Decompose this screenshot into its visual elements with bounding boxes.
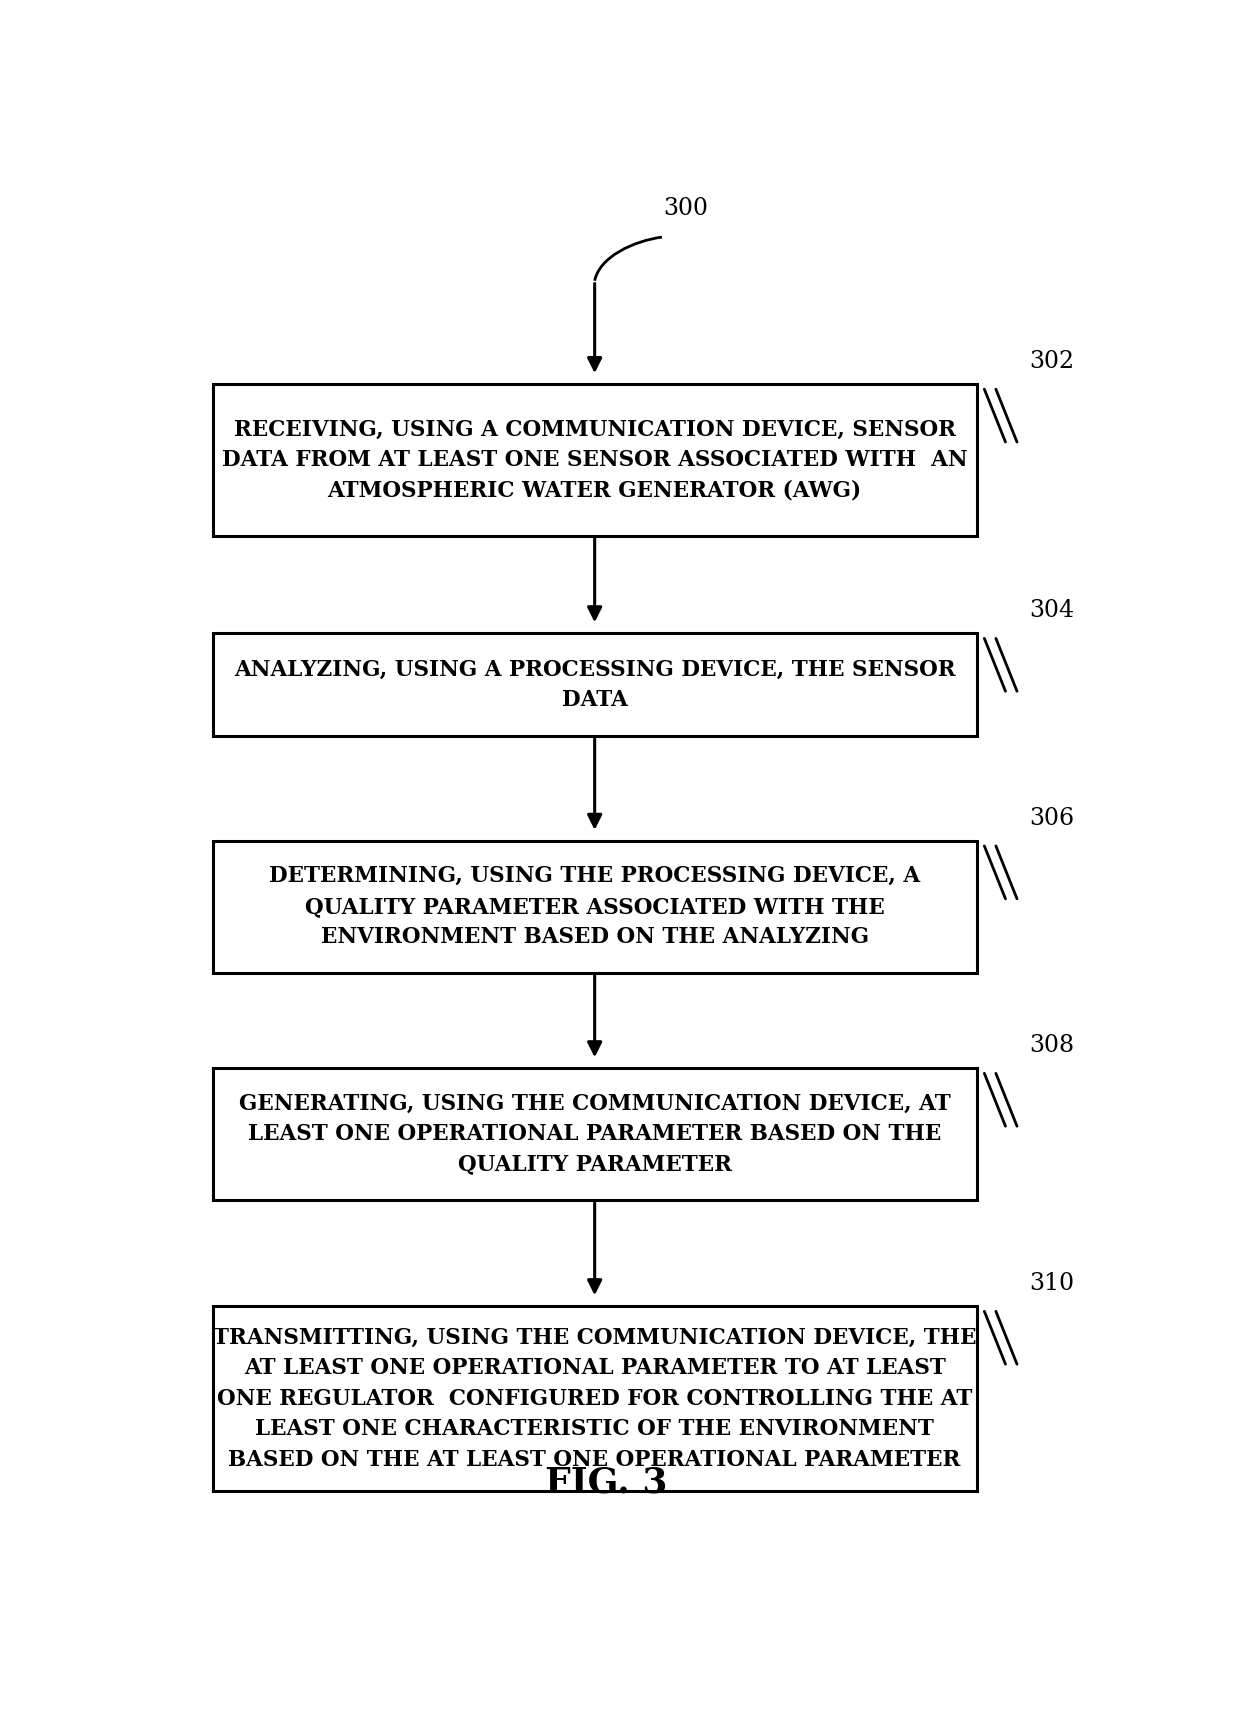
Text: GENERATING, USING THE COMMUNICATION DEVICE, AT
LEAST ONE OPERATIONAL PARAMETER B: GENERATING, USING THE COMMUNICATION DEVI… [239, 1092, 951, 1176]
Text: ANALYZING, USING A PROCESSING DEVICE, THE SENSOR
DATA: ANALYZING, USING A PROCESSING DEVICE, TH… [234, 658, 956, 711]
Text: 304: 304 [1029, 599, 1075, 623]
Text: 310: 310 [1029, 1272, 1075, 1295]
Text: RECEIVING, USING A COMMUNICATION DEVICE, SENSOR
DATA FROM AT LEAST ONE SENSOR AS: RECEIVING, USING A COMMUNICATION DEVICE,… [222, 419, 967, 501]
Text: 300: 300 [663, 196, 708, 220]
Text: TRANSMITTING, USING THE COMMUNICATION DEVICE, THE
AT LEAST ONE OPERATIONAL PARAM: TRANSMITTING, USING THE COMMUNICATION DE… [213, 1327, 976, 1470]
FancyBboxPatch shape [213, 1307, 977, 1490]
Text: FIG. 3: FIG. 3 [546, 1465, 668, 1499]
FancyBboxPatch shape [213, 634, 977, 737]
Text: 306: 306 [1029, 807, 1075, 829]
FancyBboxPatch shape [213, 841, 977, 974]
Text: 302: 302 [1029, 350, 1075, 373]
Text: DETERMINING, USING THE PROCESSING DEVICE, A
QUALITY PARAMETER ASSOCIATED WITH TH: DETERMINING, USING THE PROCESSING DEVICE… [269, 865, 920, 948]
FancyBboxPatch shape [213, 385, 977, 536]
FancyBboxPatch shape [213, 1068, 977, 1200]
Text: 308: 308 [1029, 1034, 1075, 1058]
